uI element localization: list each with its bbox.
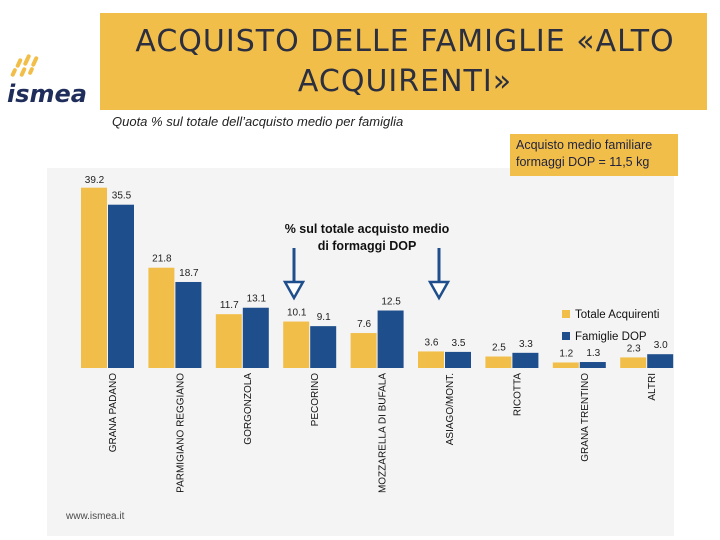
info-line-2: formaggi DOP = 11,5 kg <box>516 155 650 169</box>
chart-annotation: % sul totale acquisto medio <box>285 222 450 236</box>
data-label: 3.6 <box>425 337 439 348</box>
bar <box>283 321 310 368</box>
category-label: GORGONZOLA <box>243 373 254 445</box>
category-label: MOZZARELLA DI BUFALA <box>378 373 389 493</box>
bar <box>579 362 606 368</box>
data-label: 1.3 <box>586 348 600 359</box>
data-label: 12.5 <box>381 297 401 308</box>
bar <box>148 267 175 368</box>
bar <box>620 357 647 368</box>
bar <box>647 354 674 368</box>
bar <box>108 204 134 368</box>
data-label: 13.1 <box>247 294 267 305</box>
category-label: ALTRI <box>647 373 658 401</box>
logo-text: ismea <box>7 80 87 108</box>
data-label: 11.7 <box>220 300 239 311</box>
legend-label: Totale Acquirenti <box>575 309 659 321</box>
category-label: PECORINO <box>310 373 321 427</box>
header-banner <box>100 13 707 110</box>
data-label: 9.1 <box>317 312 331 323</box>
info-line-1: Acquisto medio familiare <box>516 138 653 152</box>
category-label: GRANA PADANO <box>108 373 119 452</box>
bar <box>350 333 377 368</box>
data-label: 1.2 <box>559 348 573 359</box>
bar <box>512 352 539 368</box>
footer-url[interactable]: www.ismea.it <box>66 511 125 522</box>
data-label: 10.1 <box>287 308 307 319</box>
page-title: ACQUISTO DELLE FAMIGLIE «ALTO ACQUIRENTI… <box>135 24 675 99</box>
info-box: Acquisto medio familiare formaggi DOP = … <box>510 134 678 176</box>
subtitle: Quota % sul totale dell’acquisto medio p… <box>112 114 404 129</box>
arrow-head <box>282 280 306 301</box>
bar <box>418 351 444 368</box>
data-label: 35.5 <box>112 191 132 202</box>
data-label: 2.5 <box>492 343 506 354</box>
bar <box>81 187 107 368</box>
data-label: 3.3 <box>519 339 533 350</box>
data-label: 3.5 <box>452 338 466 349</box>
arrow-head <box>427 280 451 301</box>
legend-label: Famiglie DOP <box>575 331 647 343</box>
data-label: 2.3 <box>627 343 641 354</box>
bar <box>215 314 242 368</box>
data-label: 39.2 <box>85 175 105 186</box>
legend-swatch <box>562 332 570 340</box>
bar <box>377 310 404 368</box>
ismea-logo: ismea <box>7 54 87 108</box>
data-label: 3.0 <box>654 340 668 351</box>
chart-annotation: di formaggi DOP <box>318 239 417 253</box>
category-label: RICOTTA <box>512 373 523 416</box>
category-label: ASIAGO/MONT. <box>445 373 456 445</box>
bar <box>485 356 512 368</box>
bar <box>445 351 471 368</box>
category-label: PARMIGIANO REGGIANO <box>175 373 186 493</box>
category-label: GRANA TRENTINO <box>580 373 591 462</box>
data-label: 7.6 <box>357 319 371 330</box>
bar <box>242 307 269 368</box>
bar-chart: 39.2 35.5 GRANA PADANO 21.8 18.7 PARMIGIANO R… <box>81 175 674 493</box>
data-label: 18.7 <box>179 268 199 279</box>
bar <box>175 281 202 368</box>
bar <box>310 326 337 368</box>
data-label: 21.8 <box>152 254 172 265</box>
chart-area: 39.2 35.5 GRANA PADANO 21.8 18.7 PARMIGIANO R… <box>47 168 674 536</box>
bar <box>552 362 579 368</box>
legend-swatch <box>562 310 570 318</box>
